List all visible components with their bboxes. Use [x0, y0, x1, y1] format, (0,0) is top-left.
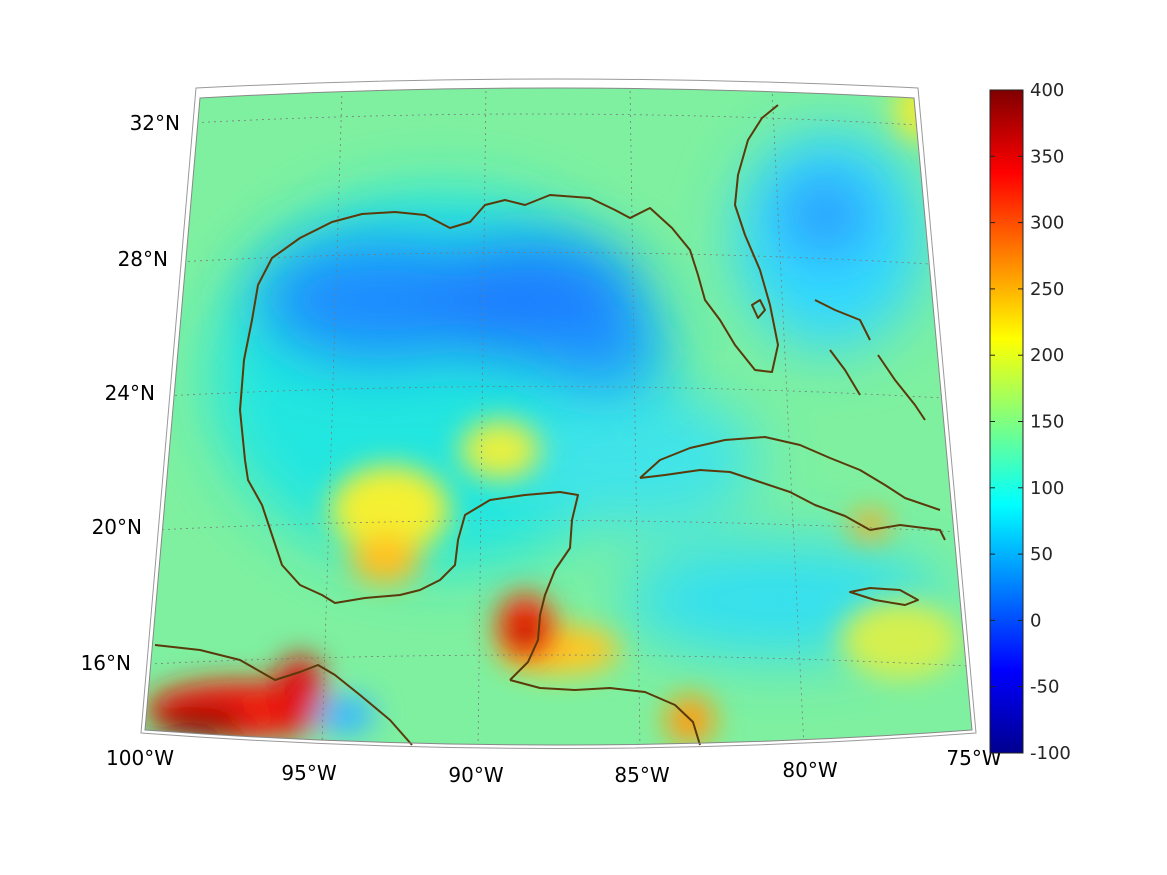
colorbar-tick-label: 300 — [1030, 213, 1064, 234]
colorbar-tick-label: 100 — [1030, 478, 1064, 499]
longitude-labels: 100°W 95°W 90°W 85°W 80°W 75°W — [106, 746, 1002, 787]
colorbar: 400 350 300 250 200 150 100 50 0 -50 -100 — [989, 80, 1071, 764]
colorbar-tick-label: -100 — [1030, 743, 1071, 764]
colorbar-tick-label: 250 — [1030, 279, 1064, 300]
lat-label-24n: 24°N — [105, 381, 155, 405]
latitude-labels: 32°N 28°N 24°N 20°N 16°N — [81, 111, 180, 675]
colorbar-tick-label: -50 — [1030, 677, 1059, 698]
lon-label-90w: 90°W — [448, 763, 503, 787]
colorbar-tick-label: 200 — [1030, 345, 1064, 366]
lat-label-28n: 28°N — [118, 247, 168, 271]
lon-label-85w: 85°W — [614, 763, 669, 787]
lat-label-20n: 20°N — [92, 515, 142, 539]
graticule — [148, 88, 969, 745]
map-frame-outer — [140, 78, 977, 749]
coastlines — [154, 104, 946, 746]
lon-label-80w: 80°W — [782, 758, 837, 782]
lon-label-95w: 95°W — [281, 761, 336, 785]
data-field — [145, 88, 972, 745]
colorbar-tick-label: 350 — [1030, 146, 1064, 167]
colorbar-tick-label: 0 — [1030, 610, 1041, 631]
lat-label-32n: 32°N — [130, 111, 180, 135]
colorbar-tick-label: 400 — [1030, 80, 1064, 101]
map-frame — [144, 87, 973, 746]
lat-label-16n: 16°N — [81, 651, 131, 675]
lon-label-100w: 100°W — [106, 746, 174, 770]
colorbar-tick-label: 50 — [1030, 544, 1053, 565]
colorbar-tick-label: 150 — [1030, 412, 1064, 433]
